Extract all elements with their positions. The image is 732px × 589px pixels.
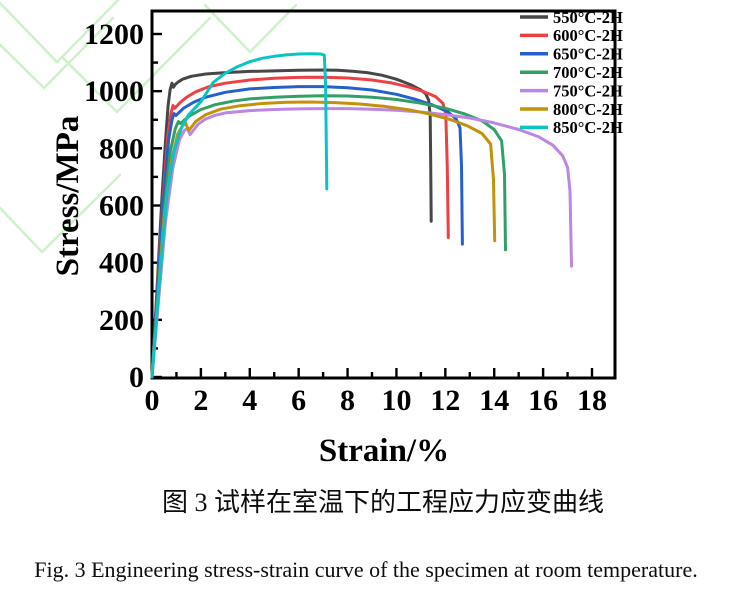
legend-label: 600°C-2H (553, 26, 623, 45)
y-axis-tick-label: 600 (99, 190, 144, 223)
x-axis-tick-label: 2 (193, 384, 208, 417)
x-axis-tick-label: 0 (145, 384, 160, 417)
legend-item: 800°C-2H (520, 100, 623, 119)
plot-frame (150, 9, 617, 380)
legend-item: 550°C-2H (520, 8, 623, 27)
watermark-chevron (0, 16, 115, 90)
legend-label: 700°C-2H (553, 63, 623, 82)
x-axis-title: Strain/% (319, 433, 449, 469)
stress-strain-chart: 0 2 4 6 8 10 12 14 16 18020040060080010001200550°… (0, 0, 623, 469)
legend-item: 600°C-2H (520, 26, 623, 45)
y-axis-tick-label: 1200 (84, 18, 144, 51)
legend-label: 800°C-2H (553, 100, 623, 119)
x-axis-tick-label: 10 (381, 384, 411, 417)
y-axis-tick-label: 1000 (84, 75, 144, 108)
watermark-chevron (0, 0, 120, 64)
x-axis-tick-label: 6 (291, 384, 306, 417)
series-curve-550°C-2H (150, 68, 433, 379)
series-curve-700°C-2H (150, 94, 507, 379)
series-curve-800°C-2H (150, 100, 497, 379)
y-axis-tick-label: 200 (99, 304, 144, 337)
watermark-chevron (60, 16, 212, 114)
series-curve-850°C-2H (150, 52, 329, 379)
series-curve-650°C-2H (150, 85, 464, 379)
y-axis-tick-label: 400 (99, 247, 144, 280)
legend-item: 750°C-2H (520, 81, 623, 100)
watermark-chevron (0, 173, 122, 254)
series-curve-750°C-2H (150, 107, 573, 379)
legend-item: 850°C-2H (520, 118, 623, 137)
legend-item: 650°C-2H (520, 45, 623, 64)
watermark-chevron (203, 3, 298, 54)
legend-label: 550°C-2H (553, 8, 623, 27)
figure-caption-english: Fig. 3 Engineering stress-strain curve o… (34, 557, 698, 582)
series-curve-600°C-2H (150, 75, 450, 379)
legend-label: 650°C-2H (553, 45, 623, 64)
y-axis-tick-label: 0 (129, 361, 144, 394)
legend-item: 700°C-2H (520, 63, 623, 82)
x-axis-tick-label: 12 (430, 384, 460, 417)
x-axis-tick-label: 4 (242, 384, 257, 417)
x-axis-tick-label: 16 (528, 384, 558, 417)
watermark-pattern (0, 0, 298, 254)
figure-caption-chinese: 图 3 试样在室温下的工程应力应变曲线 (161, 488, 604, 517)
legend-label: 850°C-2H (553, 118, 623, 137)
legend: 550°C-2H600°C-2H650°C-2H700°C-2H750°C-2H… (520, 8, 623, 137)
y-axis-title: Stress/MPa (50, 116, 86, 277)
y-axis-tick-label: 800 (99, 132, 144, 165)
x-axis-tick-label: 14 (479, 384, 509, 417)
legend-label: 750°C-2H (553, 81, 623, 100)
x-axis-tick-label: 18 (577, 384, 607, 417)
x-axis-tick-label: 8 (340, 384, 355, 417)
